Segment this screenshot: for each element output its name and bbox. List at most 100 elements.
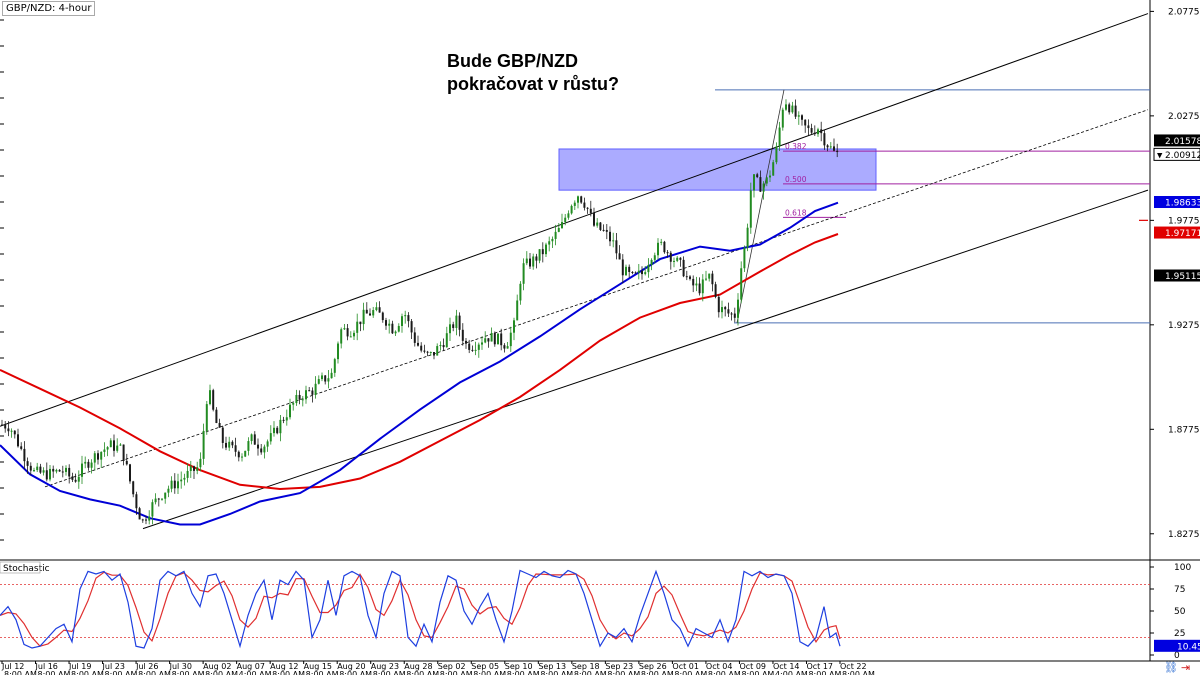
y-tick-label: 1.97755 [1168,216,1200,226]
candle-body [420,345,423,351]
candle-body [484,338,487,343]
candle-body [753,174,755,191]
stoch-tick-label: 25 [1174,629,1185,639]
candle-body [279,419,282,434]
candle-body [183,477,186,480]
stochastic-k-line [0,569,841,649]
candle-body [196,467,199,471]
candle-body [468,343,471,350]
candle-body [407,315,410,322]
candle-body [599,222,602,230]
candle-body [477,344,480,350]
candle-body [804,119,807,126]
candle-body [823,133,826,146]
candle-body [509,332,512,347]
x-date-label: Jul 16 [35,662,58,671]
candle-body [324,375,327,382]
candle-body [471,349,474,351]
x-date-label: Aug 28 [404,662,432,671]
candle-body [113,440,115,451]
x-time-label: 8:00 AM [741,670,774,675]
candle-body [465,340,467,344]
candle-body [778,127,781,147]
x-time-label: 4:00 AM [239,670,272,675]
candle-body [154,498,157,503]
candle-body [77,476,80,482]
candle-body [679,257,682,260]
candle-body [7,428,10,432]
candle-body [369,313,371,316]
candle-body [68,467,71,477]
candle-body [663,241,666,253]
candle-body [308,390,311,392]
candle-body [769,175,771,178]
candle-body [573,202,576,206]
candle-body [685,276,688,278]
price-marker-box [1153,147,1200,161]
candle-body [109,440,112,448]
candle-body [285,417,288,421]
x-date-label: Jul 12 [1,662,24,671]
candle-body [327,378,330,382]
resistance-zone [558,148,877,191]
candle-body [721,307,723,313]
x-time-label: 8:00 AM [507,670,540,675]
candle-body [820,129,823,134]
candle-body [781,109,784,128]
candle-body [436,346,439,356]
candle-body [461,329,464,341]
candle-body [317,379,320,384]
candle-body [749,190,752,228]
x-time-label: 8:00 AM [71,670,104,675]
stochastic-panel: Stochastic 100 75 50 25 010.45 [0,561,1200,661]
candle-body [81,463,83,477]
candle-body [500,333,503,346]
candle-body [116,445,119,451]
x-date-label: Sep 18 [572,662,600,671]
candle-body [356,321,359,333]
candle-body [593,213,595,226]
candle-body [733,313,736,318]
x-time-label: 8:00 AM [808,670,841,675]
candle-body [756,174,759,178]
candle-body [497,333,499,345]
candle-body [55,469,58,472]
candle-body [282,419,285,421]
candle-body [394,331,397,334]
candle-body [212,390,215,410]
candle-body [289,404,291,418]
candle-body [375,307,378,311]
candle-body [759,177,762,192]
candle-body [311,390,314,395]
candle-body [359,321,362,325]
x-time-label: 8:00 AM [205,670,238,675]
candle-body [535,256,538,261]
candle-body [714,284,717,297]
candle-body [362,309,365,325]
symbol-label: GBP/NZD: 4-hour [2,1,96,16]
x-time-label: 8:00 AM [306,670,339,675]
candle-body [717,296,720,313]
stoch-tick-label: 0 [1174,651,1180,661]
candle-body [202,430,205,459]
candle-body [797,115,800,117]
candle-body [669,252,672,262]
candle-body [522,263,525,284]
x-time-label: 8:00 AM [440,670,473,675]
candle-body [164,492,167,499]
candle-body [250,434,253,442]
candle-body [378,307,381,313]
candle-body [253,434,256,445]
x-date-label: Aug 23 [371,662,399,671]
x-date-label: Sep 05 [471,662,499,671]
candle-body [404,315,407,317]
candle-body [625,266,627,276]
candle-body [708,273,711,279]
y-tick-label: 2.02755 [1168,112,1200,122]
candle-body [644,272,647,275]
candle-body [257,444,259,449]
candle-body [157,498,160,500]
candles [1,99,839,525]
candle-body [801,115,803,120]
